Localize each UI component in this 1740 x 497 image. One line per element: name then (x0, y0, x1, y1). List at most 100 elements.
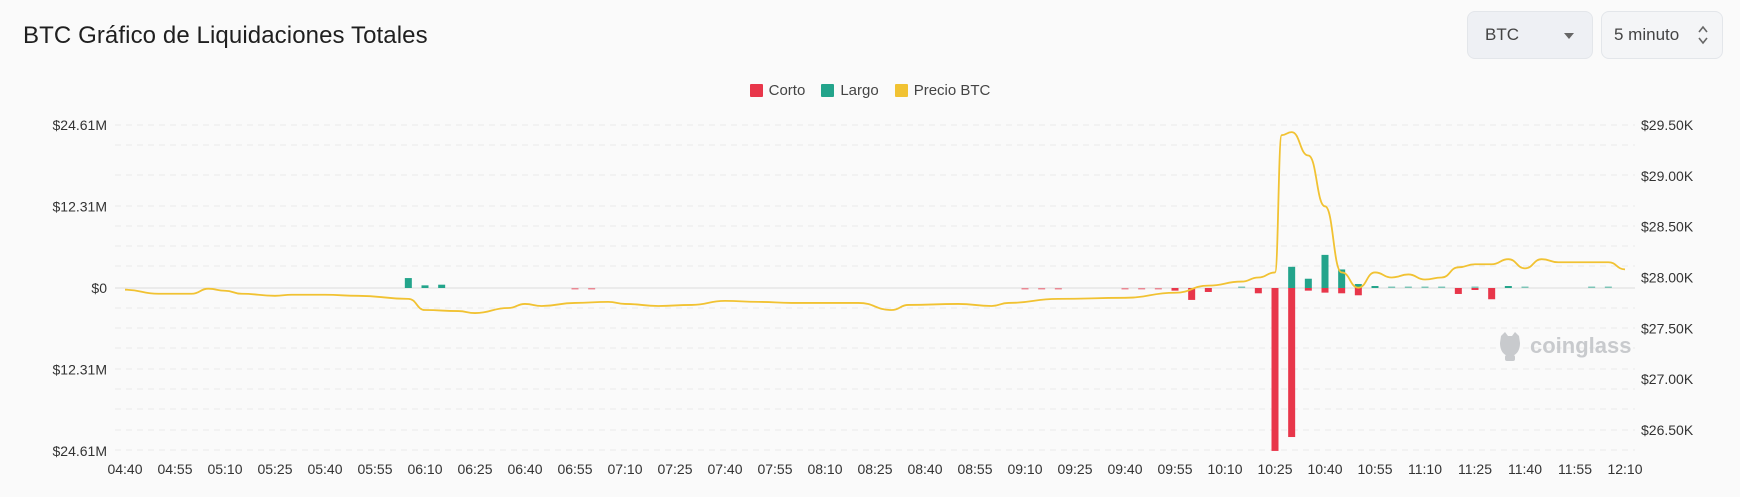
x-tick-label: 06:40 (507, 461, 542, 477)
x-tick-label: 11:40 (1508, 461, 1542, 477)
x-tick-label: 06:10 (407, 461, 442, 477)
long-liquidation-bar (1288, 266, 1296, 288)
long-liquidation-bar (404, 278, 412, 288)
legend-item-long[interactable]: Largo (821, 82, 879, 99)
legend-label-price: Precio BTC (913, 82, 991, 99)
short-liquidation-bar (571, 288, 579, 290)
long-liquidation-bar (1388, 286, 1396, 288)
x-tick-label: 11:25 (1458, 461, 1492, 477)
short-liquidation-bar (1338, 288, 1346, 294)
legend-swatch-price (894, 84, 908, 97)
y-right-tick-label: $28.50K (1641, 219, 1694, 235)
long-liquidation-bar (1354, 284, 1362, 288)
x-tick-label: 10:25 (1257, 461, 1292, 477)
short-liquidation-bar (588, 288, 596, 290)
long-liquidation-bar (421, 285, 429, 288)
x-tick-label: 04:40 (107, 461, 142, 477)
short-liquidation-bar (1171, 288, 1179, 291)
legend-label-long: Largo (840, 82, 879, 99)
x-tick-label: 07:40 (707, 461, 742, 477)
short-liquidation-bar (1304, 288, 1312, 291)
y-right-tick-label: $27.00K (1641, 371, 1694, 387)
interval-select-value: 5 minuto (1614, 25, 1680, 44)
long-liquidation-bar (1304, 278, 1312, 288)
x-tick-label: 09:40 (1107, 461, 1142, 477)
up-down-arrows-icon (1698, 25, 1708, 45)
x-tick-label: 09:10 (1007, 461, 1042, 477)
x-tick-label: 10:55 (1357, 461, 1392, 477)
x-tick-label: 04:55 (157, 461, 192, 477)
x-tick-label: 11:10 (1408, 461, 1442, 477)
short-liquidation-bar (1038, 288, 1046, 290)
short-liquidation-bar (1488, 288, 1496, 300)
long-liquidation-bar (438, 284, 446, 288)
short-liquidation-bar (1204, 288, 1212, 292)
short-liquidation-bar (1321, 288, 1329, 293)
x-tick-label: 07:55 (757, 461, 792, 477)
short-liquidation-bar (1188, 288, 1196, 300)
short-liquidation-bar (1354, 288, 1362, 296)
legend-swatch-short (749, 84, 763, 97)
y-left-tick-label: $24.61M (53, 117, 107, 133)
long-liquidation-bar (1521, 286, 1529, 288)
x-tick-label: 09:55 (1157, 461, 1192, 477)
long-liquidation-bar (1504, 286, 1512, 288)
coinglass-watermark: coinglass (1497, 330, 1631, 362)
short-liquidation-bar (1254, 288, 1262, 294)
price-line (124, 131, 1626, 314)
y-right-tick-label: $27.50K (1641, 320, 1694, 336)
long-liquidation-bar (1371, 286, 1379, 288)
long-liquidation-bar (1321, 254, 1329, 288)
chart-legend: Corto Largo Precio BTC (0, 82, 1740, 99)
long-liquidation-bar (1588, 286, 1596, 288)
long-liquidation-bar (1238, 286, 1246, 288)
legend-swatch-long (821, 84, 835, 97)
x-tick-label: 10:40 (1307, 461, 1342, 477)
x-tick-label: 09:25 (1057, 461, 1092, 477)
short-liquidation-bar (1054, 288, 1062, 290)
watermark-text: coinglass (1530, 333, 1632, 358)
x-tick-label: 10:10 (1207, 461, 1242, 477)
coinglass-logo-icon (1500, 332, 1520, 361)
short-liquidation-bar (1288, 288, 1296, 438)
short-liquidation-bar (1454, 288, 1462, 294)
long-liquidation-bar (1604, 286, 1612, 288)
y-right-tick-label: $26.50K (1641, 422, 1694, 438)
long-liquidation-bar (1338, 269, 1346, 288)
short-liquidation-bar (1121, 288, 1129, 290)
x-tick-label: 05:55 (357, 461, 392, 477)
x-tick-label: 08:40 (907, 461, 942, 477)
y-left-tick-label: $12.31M (53, 198, 107, 214)
short-liquidation-bar (1154, 288, 1162, 290)
x-tick-label: 05:25 (257, 461, 292, 477)
chevron-down-icon (1564, 33, 1574, 39)
x-tick-label: 06:55 (557, 461, 592, 477)
x-tick-label: 12:10 (1607, 461, 1642, 477)
x-tick-label: 08:10 (807, 461, 842, 477)
short-liquidation-bar (1021, 288, 1029, 290)
x-tick-label: 08:25 (857, 461, 892, 477)
x-tick-label: 11:55 (1558, 461, 1592, 477)
y-left-tick-label: $12.31M (53, 362, 107, 378)
y-left-tick-label: $0 (91, 280, 107, 296)
coin-select[interactable]: BTC (1467, 11, 1593, 59)
y-right-tick-label: $29.50K (1641, 117, 1694, 133)
short-liquidation-bar (1471, 288, 1479, 290)
interval-select[interactable]: 5 minuto (1601, 11, 1723, 59)
legend-label-short: Corto (768, 82, 806, 99)
y-left-tick-label: $24.61M (53, 443, 107, 459)
coin-select-value: BTC (1485, 25, 1519, 44)
long-liquidation-bar (1471, 286, 1479, 288)
legend-item-price[interactable]: Precio BTC (894, 82, 991, 99)
long-liquidation-bar (1404, 286, 1412, 288)
x-tick-label: 08:55 (957, 461, 992, 477)
x-tick-label: 07:25 (657, 461, 692, 477)
long-liquidation-bar (1421, 286, 1429, 288)
short-liquidation-bar (1271, 288, 1279, 451)
x-tick-label: 07:10 (607, 461, 642, 477)
long-liquidation-bar (1438, 286, 1446, 288)
page-title: BTC Gráfico de Liquidaciones Totales (23, 22, 428, 49)
x-tick-label: 05:40 (307, 461, 342, 477)
legend-item-short[interactable]: Corto (749, 82, 806, 99)
